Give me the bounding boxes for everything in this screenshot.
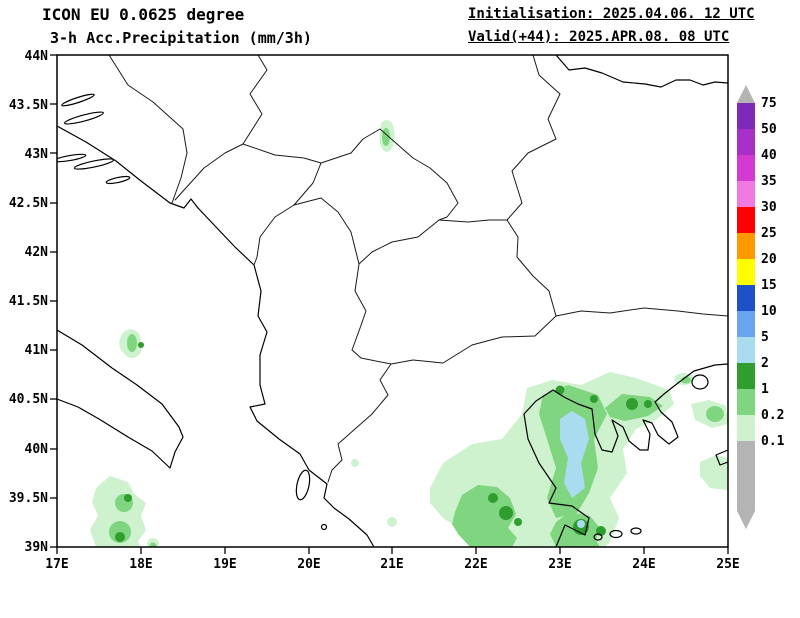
axis-ticks (50, 54, 729, 554)
legend-value: 25 (761, 226, 777, 241)
lat-label: 43N (25, 147, 49, 162)
colorbar: 75 50 40 35 30 25 20 15 10 5 2 1 0.2 0.1 (737, 85, 785, 529)
lat-label: 40.5N (9, 392, 48, 407)
colorbar-band (737, 311, 755, 337)
lat-label: 43.5N (9, 98, 48, 113)
legend-value: 10 (761, 304, 777, 319)
lat-label: 42N (25, 245, 49, 260)
precip-area-light (90, 120, 728, 547)
init-time: Initialisation: 2025.04.06. 12 UTC (468, 6, 755, 22)
lat-label: 42.5N (9, 196, 48, 211)
lat-label: 41.5N (9, 294, 48, 309)
legend-value: 30 (761, 200, 777, 215)
legend-value: 0.1 (761, 434, 785, 449)
colorbar-band (737, 259, 755, 285)
lon-label: 19E (213, 557, 236, 572)
legend-value: 75 (761, 96, 777, 111)
lat-label: 41N (25, 343, 49, 358)
colorbar-band (737, 181, 755, 207)
legend-value: 50 (761, 122, 777, 137)
legend-value: 5 (761, 330, 769, 345)
lon-label: 17E (45, 557, 68, 572)
legend-value: 2 (761, 356, 769, 371)
lat-label: 39.5N (9, 491, 48, 506)
legend-value: 40 (761, 148, 777, 163)
colorbar-band (737, 233, 755, 259)
colorbar-band (737, 129, 755, 155)
lon-label: 22E (464, 557, 487, 572)
lat-axis: 44N 43.5N 43N 42.5N 42N 41.5N 41N 40.5N … (9, 49, 48, 555)
lon-label: 21E (380, 557, 403, 572)
precip-area-core (560, 411, 589, 528)
product-title: 3-h Acc.Precipitation (mm/3h) (50, 29, 312, 47)
legend-value: 35 (761, 174, 777, 189)
lon-label: 25E (716, 557, 739, 572)
colorbar-band (737, 207, 755, 233)
lon-label: 18E (129, 557, 152, 572)
lat-label: 40N (25, 442, 49, 457)
colorbar-below-min (737, 441, 755, 511)
lon-label: 20E (297, 557, 320, 572)
colorbar-arrow-down-icon (737, 511, 755, 529)
legend-value: 15 (761, 278, 777, 293)
legend-value: 20 (761, 252, 777, 267)
lat-label: 44N (25, 49, 49, 64)
colorbar-band (737, 285, 755, 311)
legend-value: 0.2 (761, 408, 784, 423)
precip-area-medium (109, 128, 724, 547)
lat-label: 39N (25, 540, 49, 555)
country-borders (108, 55, 728, 483)
map-content (57, 55, 728, 547)
colorbar-band (737, 337, 755, 363)
colorbar-arrow-up-icon (737, 85, 755, 103)
lon-label: 23E (548, 557, 571, 572)
model-title: ICON EU 0.0625 degree (42, 5, 245, 24)
legend-value: 1 (761, 382, 769, 397)
colorbar-band (737, 389, 755, 415)
lon-label: 24E (632, 557, 655, 572)
colorbar-band (737, 155, 755, 181)
colorbar-band (737, 363, 755, 389)
valid-time: Valid(+44): 2025.APR.08. 08 UTC (468, 29, 730, 45)
colorbar-band (737, 103, 755, 129)
lon-axis: 17E 18E 19E 20E 21E 22E 23E 24E 25E (45, 557, 739, 572)
coastlines (57, 55, 728, 547)
colorbar-band (737, 415, 755, 441)
